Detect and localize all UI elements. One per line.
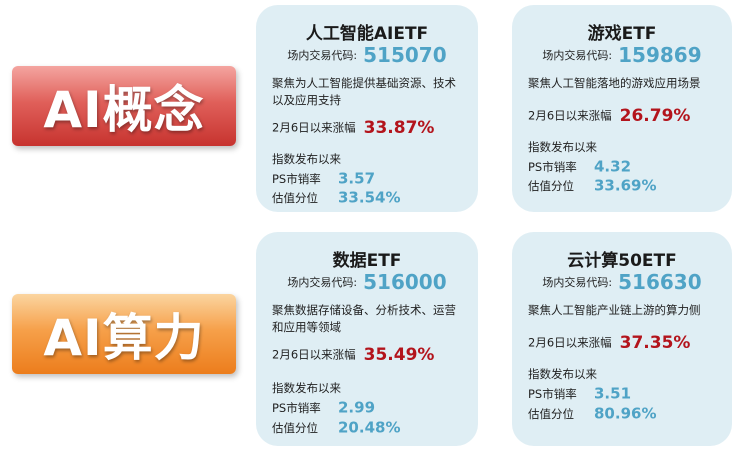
since-label: 指数发布以来 (272, 152, 341, 166)
change-value: 35.49% (363, 344, 435, 365)
code-label: 场内交易代码: (542, 49, 613, 62)
etf-card-cloud: 云计算50ETF 场内交易代码: 516630 聚焦人工智能产业链上游的算力侧 2… (512, 232, 732, 446)
code-row: 场内交易代码: 515070 (256, 43, 478, 67)
ps-value: 3.51 (594, 384, 632, 403)
code-value: 516630 (618, 270, 702, 294)
change-row: 2月6日以来涨幅 35.49% (272, 344, 434, 365)
change-label: 2月6日以来涨幅 (528, 108, 612, 123)
ps-label: PS市销率 (272, 171, 321, 186)
valuation-value: 33.69% (594, 176, 657, 195)
card-description: 聚焦人工智能落地的游戏应用场景 (528, 76, 701, 90)
valuation-value: 80.96% (594, 404, 657, 423)
code-label: 场内交易代码: (287, 276, 358, 289)
code-row: 场内交易代码: 159869 (512, 43, 732, 67)
since-label: 指数发布以来 (272, 381, 341, 395)
card-title: 云计算50ETF (567, 251, 677, 271)
change-row: 2月6日以来涨幅 26.79% (528, 105, 690, 126)
since-label: 指数发布以来 (528, 367, 597, 381)
code-row: 场内交易代码: 516000 (256, 270, 478, 294)
ps-value: 3.57 (338, 169, 376, 188)
ps-row: PS市销率 3.51 (528, 383, 631, 403)
change-row: 2月6日以来涨幅 33.87% (272, 117, 434, 138)
change-value: 33.87% (363, 117, 435, 138)
since-label: 指数发布以来 (528, 140, 597, 154)
ps-value: 2.99 (338, 398, 376, 417)
card-description: 聚焦人工智能产业链上游的算力侧 (528, 303, 701, 317)
etf-card-gaming: 游戏ETF 场内交易代码: 159869 聚焦人工智能落地的游戏应用场景 2月6日… (512, 5, 732, 212)
ps-label: PS市销率 (528, 386, 577, 401)
code-value: 159869 (618, 43, 702, 67)
ps-row: PS市销率 4.32 (528, 156, 631, 176)
code-value: 516000 (363, 270, 447, 294)
card-title: 人工智能AIETF (305, 24, 429, 44)
valuation-label: 估值分位 (528, 178, 574, 193)
valuation-value: 20.48% (338, 418, 401, 437)
change-label: 2月6日以来涨幅 (272, 120, 356, 135)
code-label: 场内交易代码: (287, 49, 358, 62)
card-title: 数据ETF (332, 251, 402, 271)
change-row: 2月6日以来涨幅 37.35% (528, 332, 690, 353)
card-title: 游戏ETF (587, 24, 657, 44)
ps-label: PS市销率 (528, 159, 577, 174)
ps-label: PS市销率 (272, 400, 321, 415)
etf-card-ai: 人工智能AIETF 场内交易代码: 515070 聚焦为人工智能提供基础资源、技术… (256, 5, 478, 212)
valuation-label: 估值分位 (272, 190, 318, 205)
category-label-ai-compute: AI算力 (12, 294, 236, 374)
code-row: 场内交易代码: 516630 (512, 270, 732, 294)
change-value: 37.35% (619, 332, 691, 353)
code-value: 515070 (363, 43, 447, 67)
change-label: 2月6日以来涨幅 (528, 335, 612, 350)
valuation-row: 估值分位 33.54% (272, 187, 400, 207)
valuation-label: 估值分位 (272, 420, 318, 435)
etf-card-data: 数据ETF 场内交易代码: 516000 聚焦数据存储设备、分析技术、运营和应用等… (256, 232, 478, 446)
change-value: 26.79% (619, 105, 691, 126)
category-label-ai-concept: AI概念 (12, 66, 236, 146)
change-label: 2月6日以来涨幅 (272, 347, 356, 362)
valuation-value: 33.54% (338, 188, 401, 207)
valuation-label: 估值分位 (528, 406, 574, 421)
card-description: 聚焦为人工智能提供基础资源、技术以及应用支持 (272, 76, 456, 107)
valuation-row: 估值分位 20.48% (272, 417, 400, 437)
valuation-row: 估值分位 33.69% (528, 175, 656, 195)
code-label: 场内交易代码: (542, 276, 613, 289)
ps-row: PS市销率 2.99 (272, 397, 375, 417)
valuation-row: 估值分位 80.96% (528, 403, 656, 423)
ps-value: 4.32 (594, 157, 632, 176)
card-description: 聚焦数据存储设备、分析技术、运营和应用等领域 (272, 303, 456, 334)
ps-row: PS市销率 3.57 (272, 168, 375, 188)
